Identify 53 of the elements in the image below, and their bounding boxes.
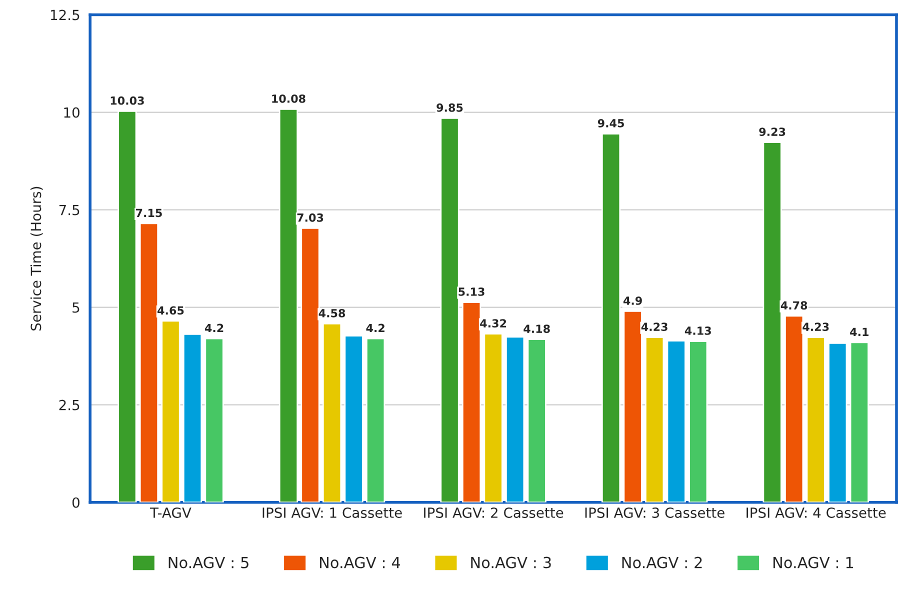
bar <box>322 323 342 502</box>
data-label: 4.13 <box>684 326 711 335</box>
y-tick-label: 10 <box>64 107 80 118</box>
data-label: 7.03 <box>297 213 324 222</box>
legend-label: No.AGV : 5 <box>168 556 248 568</box>
data-label: 4.23 <box>641 322 668 332</box>
legend-label: No.AGV : 3 <box>471 556 551 568</box>
data-label: 9.23 <box>759 128 786 136</box>
data-label: 9.45 <box>598 119 624 128</box>
y-tick-label: 2.5 <box>59 400 80 410</box>
y-tick-label: 5 <box>72 302 80 313</box>
x-tick-label: IPSI AGV: 4 Cassette <box>746 507 886 518</box>
bar <box>666 340 686 502</box>
bar <box>344 335 364 502</box>
bar <box>506 336 525 502</box>
bar <box>828 342 848 502</box>
data-label: 9.85 <box>436 103 463 112</box>
data-label: 4.32 <box>480 319 506 328</box>
x-tick-label: IPSI AGV: 2 Cassette <box>424 507 564 518</box>
bar <box>366 338 386 502</box>
bar <box>850 342 869 502</box>
legend-label: No.AGV : 1 <box>773 556 853 568</box>
bar <box>527 338 546 502</box>
y-axis-title: Service Time (Hours) <box>30 186 43 330</box>
x-tick-label: T-AGV <box>150 507 192 518</box>
x-tick-label: IPSI AGV: 1 Cassette <box>262 507 402 518</box>
bar <box>645 336 664 502</box>
data-label: 7.15 <box>136 208 162 218</box>
data-label: 4.78 <box>780 301 808 310</box>
data-label: 10.03 <box>110 96 144 105</box>
y-tick-label: 7.5 <box>59 204 80 216</box>
bar <box>182 334 202 502</box>
data-label: 4.2 <box>366 324 384 332</box>
y-tick-label: 12.5 <box>50 10 80 20</box>
data-label: 4.18 <box>524 324 550 333</box>
data-label: 5.13 <box>458 288 484 296</box>
data-label: 10.08 <box>272 94 306 103</box>
legend-label: No.AGV : 2 <box>622 556 702 568</box>
x-tick-label: IPSI AGV: 3 Cassette <box>585 507 724 518</box>
bar <box>806 336 826 502</box>
bar <box>204 338 224 502</box>
data-label: 4.23 <box>802 322 829 332</box>
data-label: 4.9 <box>623 296 642 305</box>
bar <box>601 133 621 502</box>
bar <box>161 320 180 502</box>
data-label: 4.2 <box>204 324 224 332</box>
data-label: 4.65 <box>158 306 184 315</box>
data-label: 4.1 <box>850 328 868 336</box>
bar <box>688 340 708 502</box>
legend-label: No.AGV : 4 <box>320 556 400 568</box>
data-label: 4.58 <box>318 308 346 318</box>
y-tick-label: 0 <box>72 497 80 508</box>
bar <box>484 333 503 502</box>
